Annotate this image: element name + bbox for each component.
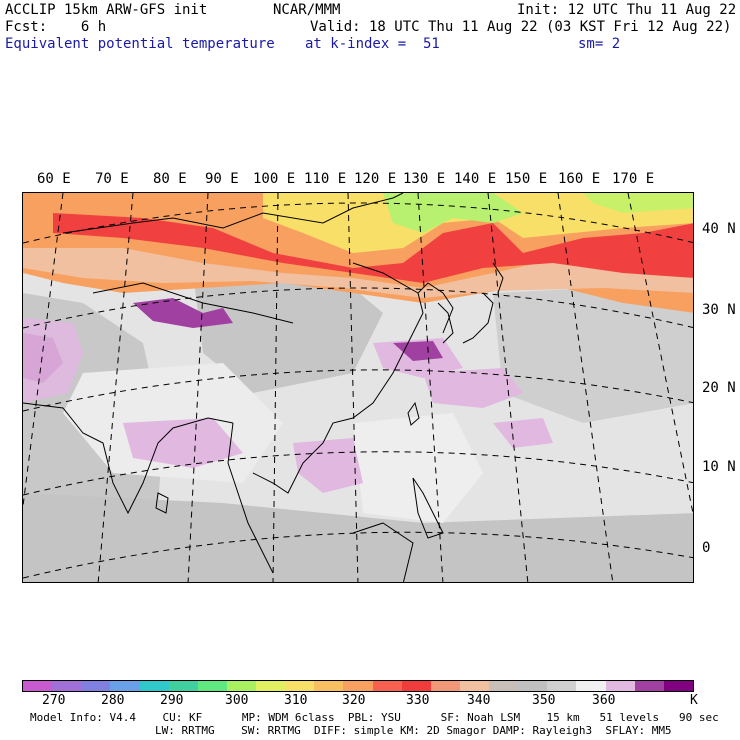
coast-philippines [412, 477, 444, 539]
field-purple-tibet [133, 298, 233, 328]
colorbar-swatch-11 [343, 681, 373, 691]
field-green-ne [583, 193, 693, 213]
smoothing: sm= 2 [578, 36, 621, 52]
colorbar-label-330: 330 [406, 693, 430, 708]
colorbar-label-360: 360 [592, 693, 616, 708]
model-info-line1: Model Info: V4.4 CU: KF MP: WDM 6class P… [30, 711, 719, 724]
init-time: Init: 12 UTC Thu 11 Aug 22 [517, 2, 737, 18]
colorbar-swatch-13 [401, 681, 431, 691]
coast-korea [437, 302, 454, 344]
lon-label-60: 60 E [37, 171, 71, 187]
field-green-north [383, 193, 523, 233]
colorbar-swatch-16 [489, 681, 519, 691]
border-himalaya [92, 282, 294, 324]
colorbar-swatch-12 [372, 681, 402, 691]
colorbar-swatch-6 [197, 681, 227, 691]
field-red-band [53, 213, 693, 283]
lon-label-120: 120 E [354, 171, 397, 187]
colorbar-swatch-7 [226, 681, 256, 691]
colorbar-label-320: 320 [342, 693, 366, 708]
colorbar-swatch-1 [52, 681, 82, 691]
meridian-150e [627, 193, 693, 516]
lon-label-90: 90 E [205, 171, 239, 187]
coast-taiwan [407, 401, 420, 426]
colorbar-swatch-14 [430, 681, 460, 691]
model-info-line2: LW: RRTMG SW: RRTMG DIFF: simple KM: 2D … [155, 724, 672, 737]
border-north [62, 193, 404, 234]
map-panel [22, 192, 694, 583]
lon-label-170: 170 E [612, 171, 655, 187]
lon-label-140: 140 E [454, 171, 497, 187]
lon-label-110: 110 E [304, 171, 347, 187]
lat-label-30: 30 N [702, 302, 736, 318]
colorbar-label-300: 300 [225, 693, 249, 708]
field-lavender-indochina [293, 438, 363, 493]
lon-label-70: 70 E [95, 171, 129, 187]
colorbar-label-350: 350 [532, 693, 556, 708]
valid-time: Valid: 18 UTC Thu 11 Aug 22 (03 KST Fri … [310, 19, 732, 35]
lon-label-100: 100 E [253, 171, 296, 187]
lat-label-20: 20 N [702, 380, 736, 396]
field-lavender-arabia [23, 318, 83, 403]
lon-label-80: 80 E [153, 171, 187, 187]
colorbar-swatch-20 [605, 681, 635, 691]
forecast-hour: Fcst: 6 h [5, 19, 107, 35]
colorbar-swatch-10 [314, 681, 344, 691]
coast-india [23, 402, 234, 515]
colorbar-swatch-18 [547, 681, 577, 691]
colorbar-unit: K [690, 693, 698, 708]
title-model: ACCLIP 15km ARW-GFS init [5, 2, 208, 18]
colorbar-swatch-8 [256, 681, 286, 691]
lat-label-10: 10 N [702, 459, 736, 475]
colorbar-swatch-0 [23, 681, 53, 691]
coast-indochina [227, 332, 414, 574]
lon-label-130: 130 E [403, 171, 446, 187]
colorbar-swatch-3 [110, 681, 140, 691]
coast-china [412, 282, 454, 334]
lon-label-150: 150 E [505, 171, 548, 187]
colorbar [22, 680, 694, 692]
colorbar-swatch-21 [634, 681, 664, 691]
colorbar-swatch-19 [576, 681, 606, 691]
coast-borneo [352, 522, 414, 582]
colorbar-swatch-15 [459, 681, 489, 691]
colorbar-swatch-2 [81, 681, 111, 691]
field-yellow-north [263, 193, 693, 253]
field-grey-pacific [493, 283, 693, 423]
colorbar-swatch-17 [518, 681, 548, 691]
level-index: at k-index = 51 [305, 36, 440, 52]
colorbar-swatch-4 [139, 681, 169, 691]
field-purple-china [393, 341, 443, 361]
field-name: Equivalent potential temperature [5, 36, 275, 52]
lon-label-160: 160 E [558, 171, 601, 187]
field-salmon-north [23, 248, 693, 298]
colorbar-swatch-22 [663, 681, 693, 691]
colorbar-label-340: 340 [467, 693, 491, 708]
theta-e-field [23, 193, 693, 582]
colorbar-label-290: 290 [160, 693, 184, 708]
field-grey-plateau [193, 263, 383, 393]
colorbar-label-310: 310 [284, 693, 308, 708]
colorbar-label-270: 270 [42, 693, 66, 708]
field-light-scs [353, 413, 483, 523]
coast-sri-lanka [155, 492, 169, 514]
field-lavender-wpac [423, 368, 523, 408]
coast-japan [462, 262, 504, 344]
lat-label-0: 0 [702, 540, 711, 556]
colorbar-swatch-5 [168, 681, 198, 691]
lat-label-40: 40 N [702, 221, 736, 237]
border-china-interior [352, 262, 419, 294]
colorbar-label-280: 280 [101, 693, 125, 708]
field-lavender-east [493, 418, 553, 448]
colorbar-swatch-9 [285, 681, 315, 691]
title-institution: NCAR/MMM [273, 2, 341, 18]
